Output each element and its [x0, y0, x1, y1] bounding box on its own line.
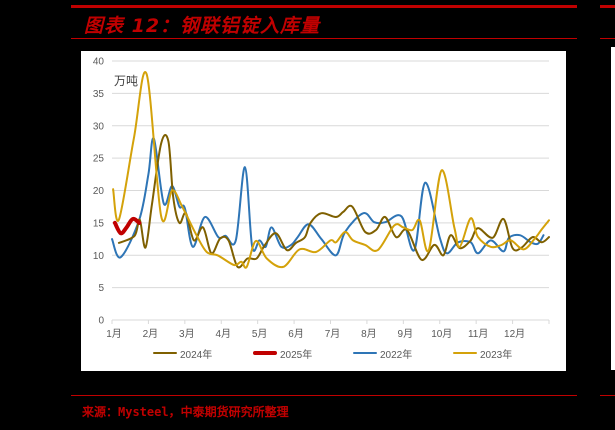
legend-item-2022: 2022年	[353, 346, 413, 361]
top-rule	[71, 5, 577, 8]
adjacent-panel-edge	[611, 47, 615, 370]
series-line-2023	[112, 70, 550, 269]
x-axis: 1月 2月 3月 4月 5月 6月 7月 8月 9月 10月 11月 12月	[106, 319, 550, 340]
x-tick-label: 7月	[325, 328, 341, 340]
x-tick-label: 12月	[504, 328, 525, 340]
y-axis-ticks: 0 5 10 15 20 25 30 35 40	[93, 57, 105, 327]
legend-label: 2022年	[380, 349, 413, 361]
y-tick-label: 30	[93, 121, 105, 132]
x-tick-label: 6月	[288, 328, 304, 340]
legend-label: 2025年	[280, 349, 313, 361]
x-tick-label: 9月	[398, 328, 414, 340]
legend-swatch	[153, 352, 177, 354]
chart-panel	[81, 51, 566, 371]
x-tick-label: 5月	[252, 328, 268, 340]
legend-swatch	[253, 351, 277, 355]
y-tick-label: 25	[93, 154, 105, 165]
legend-swatch	[453, 352, 477, 354]
figure-title: 图表 12：钢联铝锭入库量	[84, 15, 321, 37]
x-tick-label: 11月	[468, 328, 488, 340]
y-tick-label: 40	[93, 57, 105, 68]
y-tick-label: 20	[93, 186, 105, 197]
top-rule-right	[600, 5, 615, 8]
y-tick-label: 35	[93, 89, 105, 100]
series-line-2025	[112, 216, 142, 236]
title-divider-right	[600, 38, 615, 39]
legend-swatch	[353, 352, 377, 354]
title-divider	[71, 38, 577, 39]
y-tick-label: 15	[93, 218, 105, 229]
source-divider	[71, 395, 577, 396]
x-tick-label: 3月	[179, 328, 195, 340]
source-divider-right	[600, 395, 615, 396]
x-tick-label: 1月	[106, 328, 122, 340]
y-tick-label: 5	[98, 283, 104, 294]
x-tick-label: 4月	[215, 328, 231, 340]
unit-label: 万吨	[114, 74, 138, 88]
legend-label: 2023年	[480, 349, 513, 361]
x-tick-label: 8月	[361, 328, 377, 340]
series-line-2022	[111, 137, 545, 259]
legend-item-2025: 2025年	[253, 346, 313, 361]
x-tick-label: 10月	[431, 328, 452, 340]
source-note: 来源：Mysteel，中泰期货研究所整理	[82, 405, 289, 419]
x-tick-label: 2月	[143, 328, 159, 340]
legend-item-2023: 2023年	[453, 346, 513, 361]
y-tick-label: 0	[98, 316, 104, 327]
grid-lines	[112, 60, 549, 289]
series-lines	[111, 70, 550, 269]
legend-label: 2024年	[180, 349, 213, 361]
legend-item-2024: 2024年	[153, 346, 213, 361]
series-line-2024	[117, 134, 550, 269]
y-tick-label: 10	[93, 251, 105, 262]
